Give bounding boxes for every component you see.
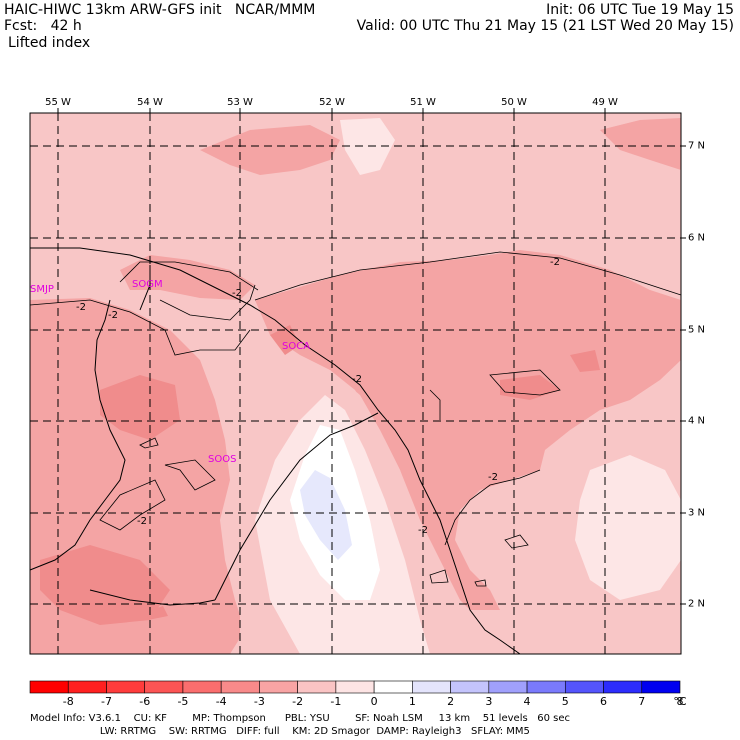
station-label-smjp: SMJP: [30, 284, 54, 295]
colorbar-swatch: [335, 680, 375, 694]
lon-label: 50 W: [501, 97, 527, 108]
contour-label: -2: [550, 257, 560, 268]
colorbar-swatch: [526, 680, 566, 694]
lon-label: 51 W: [410, 97, 436, 108]
station-label-sogm: SOGM: [132, 279, 163, 290]
model-info-line1: Model Info: V3.6.1 CU: KF MP: Thompson P…: [30, 713, 570, 724]
colorbar-label: -4: [215, 695, 227, 708]
colorbar-swatch: [412, 680, 451, 694]
lat-label: 3 N: [688, 507, 706, 519]
colorbar-swatch: [144, 680, 184, 694]
contour-label: -2: [108, 310, 118, 321]
colorbar-swatch: [564, 680, 604, 694]
colorbar-swatch: [373, 680, 413, 694]
colorbar-label: 7: [638, 695, 646, 708]
colorbar-label: 6: [600, 695, 608, 708]
colorbar: [29, 680, 681, 694]
contour-label: -2: [418, 525, 428, 536]
colorbar-label: -7: [100, 695, 112, 708]
colorbar-label: -8: [62, 695, 74, 708]
lat-label: 5 N: [688, 324, 706, 336]
title-left: HAIC-HIWC 13km ARW-GFS init NCAR/MMM: [4, 2, 316, 18]
station-label-soos: SOOS: [208, 454, 236, 465]
mid-region-east: [255, 250, 681, 610]
deep-spot-1: [100, 375, 180, 440]
colorbar-label: 4: [523, 695, 531, 708]
colorbar-label: -2: [292, 695, 304, 708]
colorbar-swatch: [106, 680, 146, 694]
colorbar-label: 2: [447, 695, 455, 708]
lat-label: 7 N: [688, 140, 706, 152]
lat-label: 6 N: [688, 232, 706, 244]
station-label-soca: SOCA: [282, 341, 310, 352]
colorbar-unit: °C: [673, 695, 687, 708]
lon-label: 55 W: [45, 97, 71, 108]
colorbar-label: 8: [676, 695, 684, 708]
colorbar-label: 5: [561, 695, 569, 708]
contour-label: -2: [232, 288, 242, 299]
colorbar-swatch: [641, 680, 681, 694]
colorbar-label: -1: [330, 695, 342, 708]
pale-region-east: [575, 455, 681, 600]
lon-label: 54 W: [137, 97, 163, 108]
mid-region-north: [120, 255, 255, 300]
mid-region-ne: [600, 118, 681, 170]
valid-time: Valid: 00 UTC Thu 21 May 15 (21 LST Wed …: [356, 18, 734, 34]
lon-label: 52 W: [319, 97, 345, 108]
deep-spot-4: [270, 325, 300, 355]
map-frame: [29, 112, 682, 655]
colorbar-swatch: [29, 680, 69, 694]
deep-spot-6: [143, 606, 168, 620]
lon-label: 53 W: [227, 97, 253, 108]
deep-spot-2: [40, 545, 170, 625]
model-info-line2: LW: RRTMG SW: RRTMG DIFF: full KM: 2D Sm…: [30, 726, 530, 737]
colorbar-label: -6: [139, 695, 151, 708]
contour-label: -2: [352, 374, 362, 385]
lon-label: 49 W: [592, 97, 618, 108]
contour-label: -2: [137, 516, 147, 527]
init-time: Init: 06 UTC Tue 19 May 15: [546, 2, 734, 18]
lat-lon-grid: [30, 113, 681, 654]
pale-region-north: [340, 118, 395, 175]
colorbar-label: -3: [253, 695, 265, 708]
colorbar-label: 3: [485, 695, 493, 708]
colorbar-swatch: [603, 680, 643, 694]
colorbar-label: -5: [177, 695, 189, 708]
lat-label: 4 N: [688, 415, 706, 427]
colorbar-swatch: [259, 680, 298, 694]
field-name: Lifted index: [8, 35, 91, 51]
contour-label: -2: [76, 302, 86, 313]
colorbar-swatch: [182, 680, 222, 694]
forecast-hour: Fcst: 42 h: [4, 18, 82, 34]
colorbar-swatch: [67, 680, 107, 694]
mid-region-top: [200, 125, 340, 175]
colorbar-label: 1: [408, 695, 416, 708]
lat-label: 2 N: [688, 598, 706, 610]
contour-lines: [29, 251, 682, 587]
colorbar-swatch: [450, 680, 490, 694]
deep-spot-5: [570, 350, 600, 372]
colorbar-swatch: [297, 680, 337, 694]
colorbar-swatch: [220, 680, 260, 694]
contour-label: -2: [488, 472, 498, 483]
colorbar-label: 0: [370, 695, 378, 708]
axis-ticks: [57, 108, 686, 605]
colorbar-swatch: [488, 680, 528, 694]
positive-region: [300, 470, 352, 560]
